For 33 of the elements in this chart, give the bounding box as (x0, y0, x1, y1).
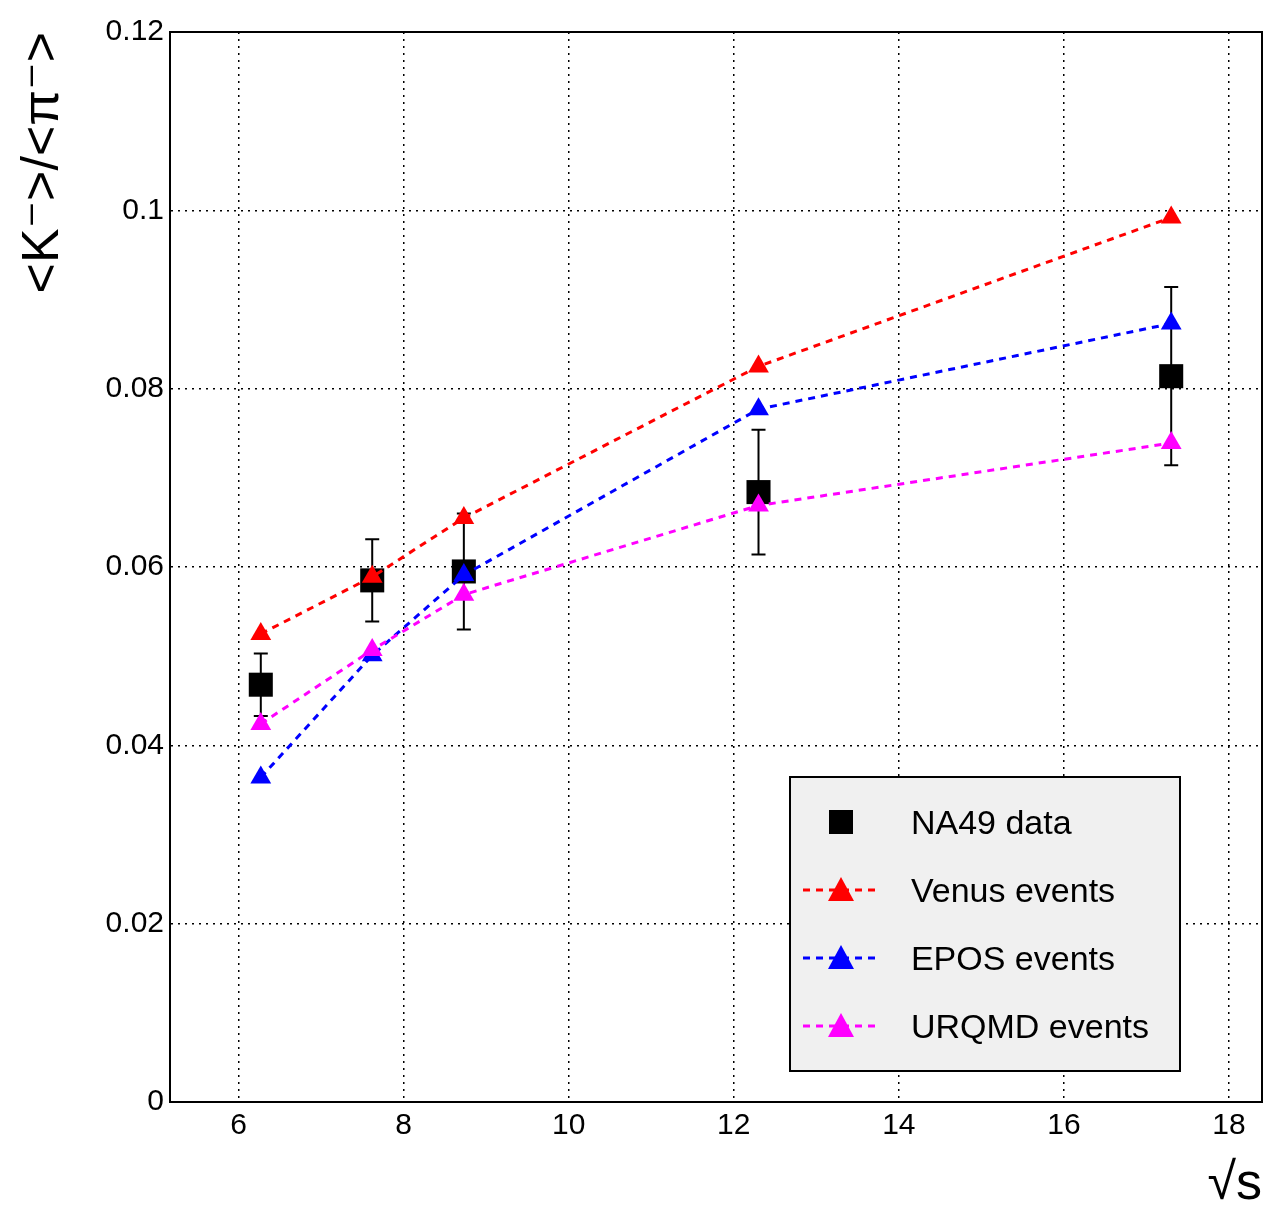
x-axis-title: √s (1207, 1152, 1262, 1211)
x-tick-label: 6 (230, 1107, 247, 1141)
point (250, 711, 272, 730)
point (748, 493, 769, 512)
point (453, 582, 475, 601)
x-tick-label: 12 (717, 1107, 751, 1141)
legend-label: URQMD events (910, 1006, 1149, 1046)
point (1160, 205, 1182, 224)
point (748, 354, 769, 373)
x-tick-label: 18 (1212, 1107, 1246, 1141)
x-tick-label: 8 (395, 1107, 412, 1141)
y-tick-label: 0.08 (105, 369, 164, 403)
point (748, 397, 769, 416)
point (250, 621, 272, 640)
point (361, 564, 383, 583)
point (361, 637, 383, 656)
point (1160, 431, 1182, 450)
x-tick-label: 14 (882, 1107, 916, 1141)
x-tick-label: 10 (551, 1107, 586, 1141)
y-tick-label: 0.06 (105, 548, 164, 582)
legend-label: NA49 data (910, 802, 1072, 842)
point (453, 505, 475, 524)
legend-label: Venus events (910, 870, 1116, 910)
point (1160, 311, 1182, 330)
x-tick-label: 16 (1047, 1107, 1081, 1141)
y-axis-title: <K⁻>/<π⁻> (10, 32, 69, 294)
legend-label: EPOS events (910, 938, 1116, 978)
y-tick-label: 0.04 (105, 726, 164, 760)
y-tick-label: 0.1 (122, 191, 164, 225)
y-tick-label: 0.12 (105, 13, 164, 47)
y-tick-label: 0.02 (105, 904, 164, 938)
point (250, 765, 272, 784)
y-tick-label: 0 (147, 1083, 164, 1117)
